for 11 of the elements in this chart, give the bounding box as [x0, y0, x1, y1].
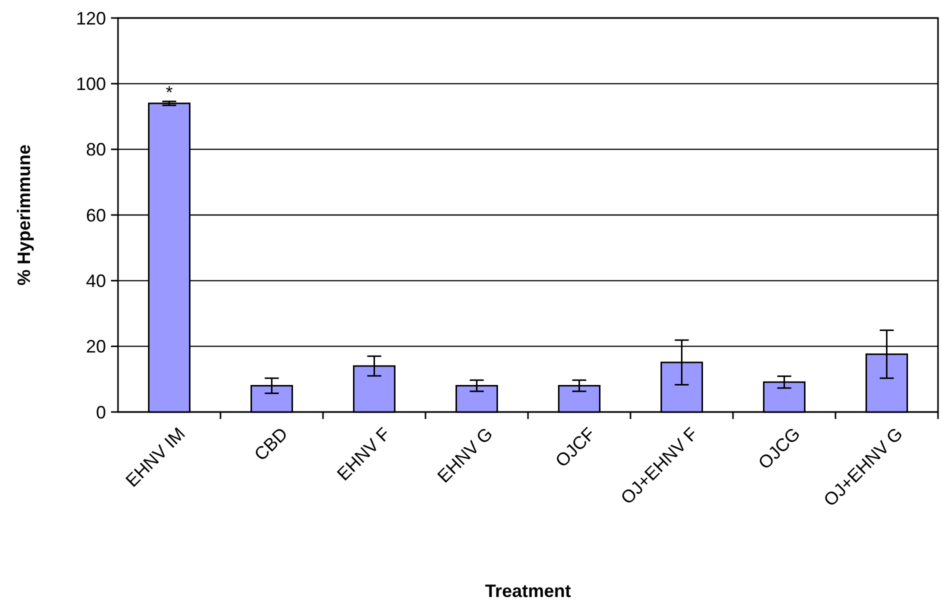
y-tick-label: 80 [86, 140, 106, 160]
y-tick-label: 40 [86, 270, 106, 291]
x-tick-label: CBD [250, 424, 292, 465]
y-tick-label: 20 [86, 336, 106, 357]
y-tick-label: 60 [86, 205, 106, 226]
y-tick-label: 100 [76, 74, 106, 94]
annotation: * [166, 82, 173, 102]
y-axis-title: % Hyperimmune [14, 144, 34, 286]
x-axis-title: Treatment [484, 581, 572, 601]
y-tick-label: 120 [76, 8, 106, 28]
y-tick-label: 0 [96, 402, 106, 422]
